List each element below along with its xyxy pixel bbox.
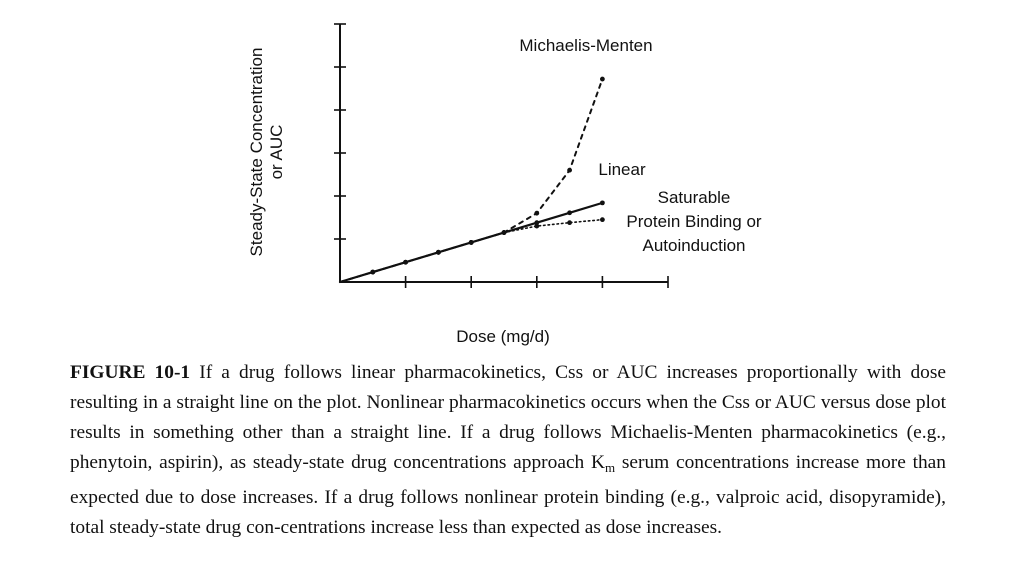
caption-text-part1: If a drug follows linear pharmacokinetic… (70, 362, 946, 473)
series-2-point-6 (534, 223, 540, 229)
series-2-point-8 (600, 217, 605, 223)
series-1-point-6 (534, 220, 540, 226)
axes (334, 23, 669, 288)
x-axis-title: Dose (mg/d) (456, 327, 550, 346)
chart: Dose (mg/d) Steady-State Concentration or … (247, 23, 762, 346)
series-line-0 (339, 78, 604, 283)
labels-layer: Dose (mg/d) Steady-State Concentration or … (247, 36, 762, 346)
series-label-2-line-2: Protein Binding or (626, 212, 761, 231)
series-1-point-7 (567, 210, 572, 216)
caption-text-part2: serum concentrations increase more than … (70, 452, 946, 538)
series-2-point-1 (370, 269, 376, 275)
series-2-point-4 (468, 240, 474, 245)
series-layer (338, 76, 605, 284)
y-axis-title-line-1: Steady-State Concentration (247, 48, 266, 257)
series-label-0-line-1: Michaelis-Menten (519, 36, 652, 55)
figure-label: FIGURE 10-1 (70, 362, 191, 383)
series-0-point-8 (600, 76, 605, 82)
series-2-point-2 (403, 259, 408, 265)
y-axis-title-line-2: or AUC (267, 125, 286, 180)
series-1-point-8 (600, 200, 605, 206)
series-0-point-7 (567, 167, 572, 173)
figure-caption: FIGURE 10-1 If a drug follows linear pha… (70, 358, 946, 543)
series-label-2-line-3: Autoinduction (642, 236, 745, 255)
series-0-point-6 (534, 210, 540, 216)
series-line-2 (339, 218, 604, 283)
caption-subscript: m (604, 460, 616, 475)
series-2-point-7 (567, 220, 572, 226)
series-label-2-line-1: Saturable (658, 188, 731, 207)
series-label-1-line-1: Linear (598, 160, 646, 179)
series-2-point-3 (436, 249, 441, 255)
series-2-point-5 (501, 230, 507, 235)
